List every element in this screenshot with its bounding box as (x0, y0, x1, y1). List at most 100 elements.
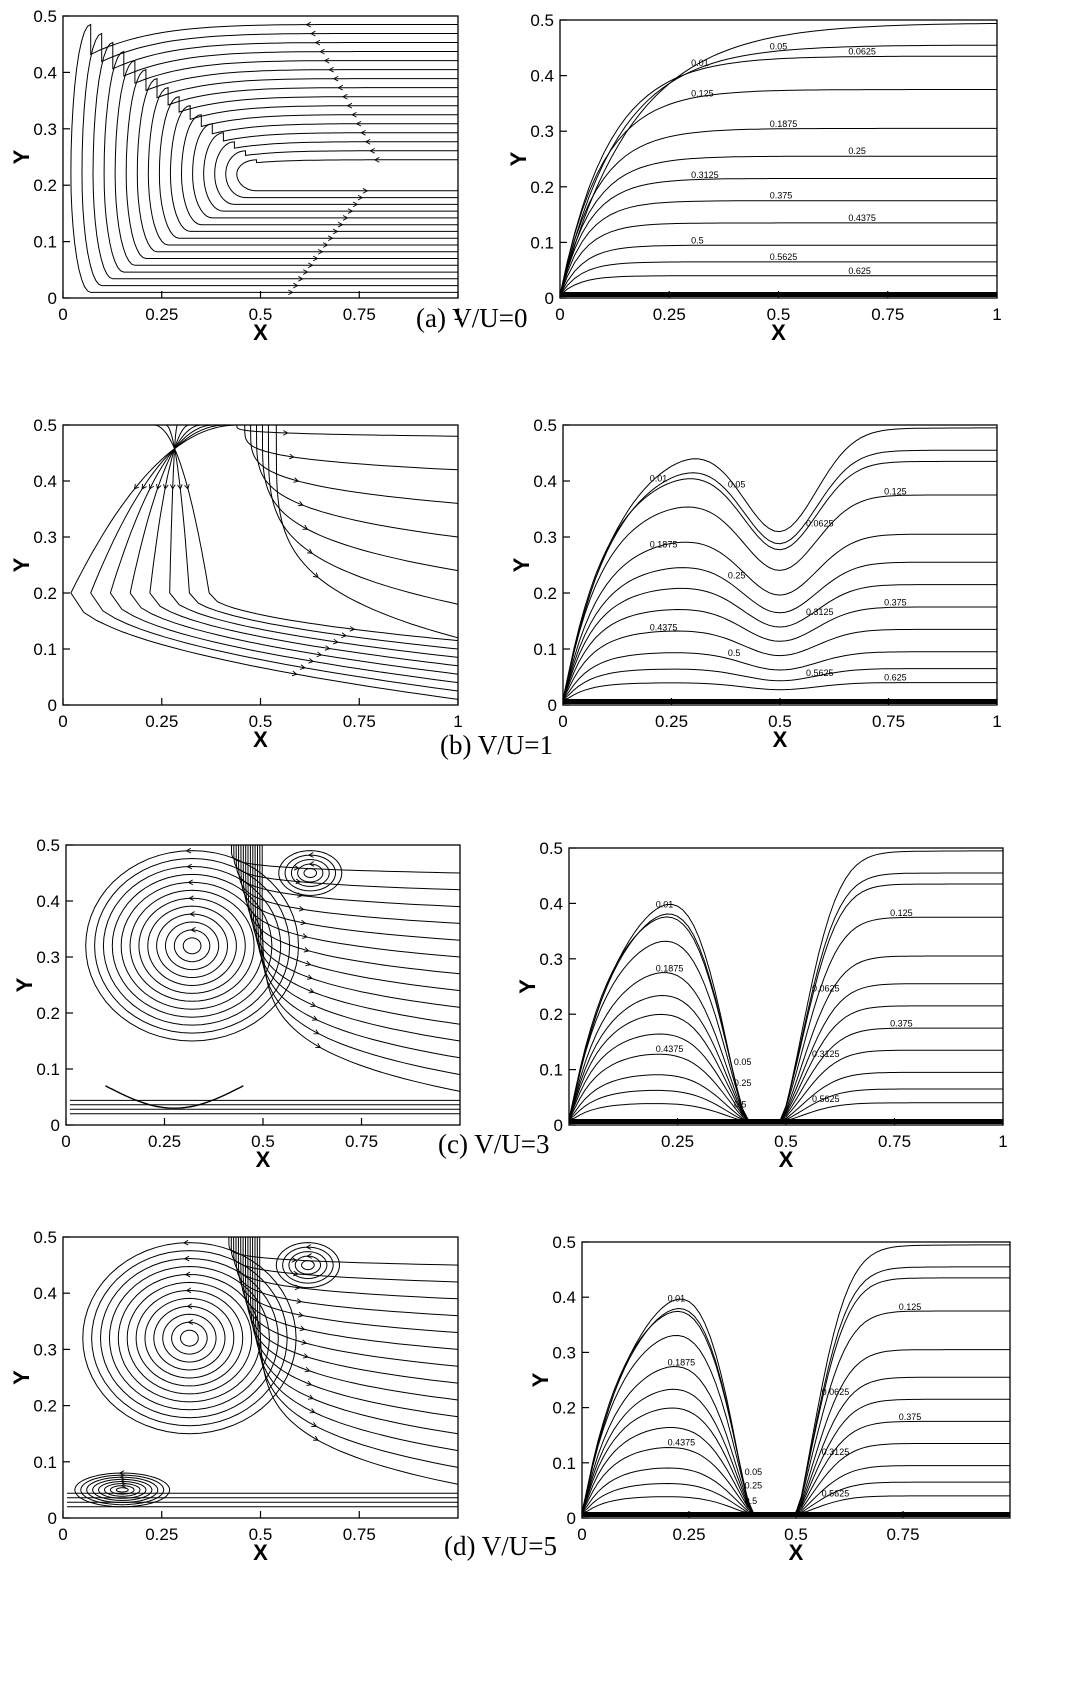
contour-line (581, 1420, 1010, 1513)
streamline (92, 41, 458, 280)
contour-panel-a-xtick-label: 1 (992, 305, 1001, 324)
contour-label: 0.1875 (770, 119, 798, 129)
contour-label: 0.0625 (806, 518, 834, 528)
vortex-streamline (135, 1289, 244, 1387)
contour-panel-a-ylabel: Y (506, 151, 531, 166)
contour-panel-b-xtick-label: 0 (558, 712, 567, 731)
vortex-streamline-arrow (308, 852, 314, 858)
contour-label: 0.0625 (848, 47, 876, 57)
vortex-streamline (171, 1321, 208, 1355)
streamline (192, 123, 458, 219)
streamline-arrow (332, 228, 339, 235)
streamline (225, 150, 458, 199)
streamline (165, 424, 459, 650)
contour-panel-b-ylabel: Y (509, 557, 534, 572)
vortex-streamline (275, 1242, 341, 1289)
contour-line (559, 200, 997, 296)
vortex-streamline-arrow (306, 1253, 312, 1259)
contour-panel-d-axes: 0 0.1 0.2 0.3 0.4 0.5 0 0.25 0.5 0.75 X Y (528, 1233, 1011, 1565)
streamline-arrow (346, 102, 353, 109)
streamline-panel-c-xtick-label: 0.5 (251, 1132, 275, 1151)
streamline-panel-b-xlabel: X (253, 727, 268, 752)
contour-label: 0.4375 (848, 213, 876, 223)
streamline-arrow (332, 75, 339, 82)
streamline-arrow (303, 947, 310, 953)
contour-line (559, 178, 997, 296)
vortex-streamline-arrow (188, 895, 194, 901)
streamline (245, 845, 461, 975)
streamline (158, 96, 458, 239)
streamline-panel-a-xlabel: X (253, 320, 268, 345)
contour-label: 0.5625 (822, 1489, 850, 1499)
streamline-panel-a-xtick-label: 0.5 (249, 305, 273, 324)
contour-line (559, 127, 997, 296)
streamline (259, 1237, 459, 1485)
streamline-panel-c-xlabel: X (256, 1147, 271, 1172)
streamline (153, 424, 459, 642)
panel-caption-d: (d) V/U=5 (444, 1531, 557, 1561)
contour-label: 0.01 (656, 899, 674, 909)
contour-panel-d-xtick-label: 0.5 (784, 1525, 808, 1544)
streamline-arrow (170, 484, 176, 490)
vortex-streamline (147, 905, 237, 987)
streamline-panel-c-ytick-label: 0.5 (36, 836, 60, 855)
contour-panel-c-ytick-label: 0.5 (539, 839, 563, 858)
streamline-panel-d-ytick-label: 0.4 (33, 1284, 57, 1303)
contour-label: 0.5625 (770, 252, 798, 262)
vortex-streamline-arrow (189, 911, 195, 917)
vortex-streamline (182, 937, 202, 955)
streamline-arrow (296, 1298, 303, 1304)
streamline-arrow (305, 960, 312, 967)
contour-label: 0.1875 (656, 963, 684, 973)
contour-line (562, 427, 997, 700)
streamline (252, 1237, 459, 1435)
contour-label: 0.125 (691, 88, 714, 98)
contour-label: 0.375 (890, 1018, 913, 1028)
contour-panel-c-xtick-label: 1 (998, 1132, 1007, 1151)
contour-label: 0.01 (650, 473, 668, 483)
contour-label: 0.1875 (668, 1357, 696, 1367)
contour-panel-d-ytick-label: 0.2 (552, 1399, 576, 1418)
vortex-streamline (162, 1313, 217, 1363)
contour-panel-a-xlabel: X (771, 320, 786, 345)
contour-panel-b-axes: 0 0.1 0.2 0.3 0.4 0.5 0 0.25 0.5 0.75 1 X Y (509, 416, 1002, 752)
contour-panel-a-xtick-label: 0.25 (653, 305, 686, 324)
streamline-panel-b-xtick-label: 1 (453, 712, 462, 731)
streamline-panel-b-ytick-label: 0 (48, 696, 57, 715)
streamline-arrow (288, 453, 295, 460)
streamline-arrow (310, 1001, 317, 1008)
streamline-arrow (324, 645, 331, 651)
streamline-panel-c-ytick-label: 0 (51, 1116, 60, 1135)
streamline-panel-a-ytick-label: 0 (48, 289, 57, 308)
streamline-arrow (323, 57, 330, 64)
streamline-arrow (313, 572, 319, 578)
contour-line (559, 275, 997, 296)
contour-label: 0.25 (728, 570, 746, 580)
streamline-panel-b-ytick-label: 0.5 (33, 416, 57, 435)
streamline-arrow (373, 157, 380, 163)
streamline (233, 1236, 459, 1300)
streamline (245, 1237, 459, 1384)
vortex-streamline (164, 921, 220, 971)
streamline-panel-c-axes: 0 0.1 0.2 0.3 0.4 0.5 0 0.25 0.5 0.75 X Y (12, 836, 461, 1172)
contour-line (562, 668, 997, 700)
streamline-panel-d-axes: 0 0.1 0.2 0.3 0.4 0.5 0 0.25 0.5 0.75 X Y (9, 1228, 459, 1565)
vortex-streamline (117, 1273, 262, 1403)
contour-line (559, 55, 997, 296)
streamline (275, 424, 459, 639)
streamline-arrow (291, 1257, 298, 1263)
streamline-panel-c-ytick-label: 0.3 (36, 948, 60, 967)
vortex-streamline (282, 1246, 334, 1284)
streamline-arrow (133, 483, 140, 490)
streamline-panel-d (67, 1236, 459, 1508)
vortex-streamline (102, 865, 282, 1026)
streamline (114, 59, 458, 266)
streamline-panel-a-xtick-label: 0.75 (343, 305, 376, 324)
contour-label: 0.5 (728, 648, 741, 658)
vortex-streamline-arrow (183, 1255, 190, 1262)
streamline-panel-a-frame (62, 15, 459, 299)
panel-caption-c: (c) V/U=3 (438, 1129, 549, 1159)
streamline (169, 424, 459, 658)
contour-line (559, 244, 997, 296)
